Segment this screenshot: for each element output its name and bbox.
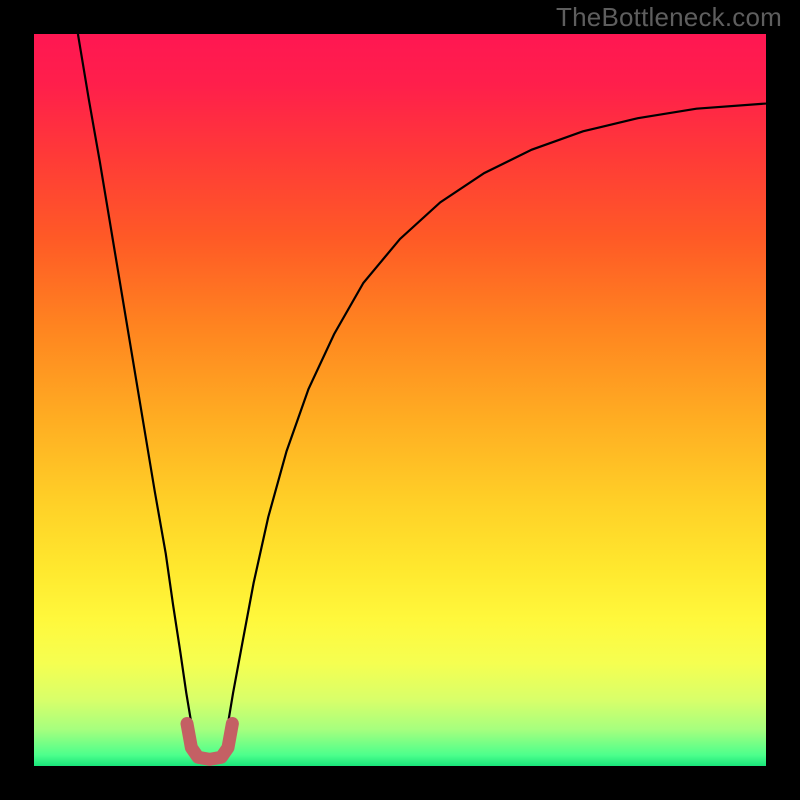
watermark-label: TheBottleneck.com — [556, 2, 782, 33]
bottleneck-chart — [0, 0, 800, 800]
chart-background — [34, 34, 766, 766]
chart-stage: TheBottleneck.com — [0, 0, 800, 800]
